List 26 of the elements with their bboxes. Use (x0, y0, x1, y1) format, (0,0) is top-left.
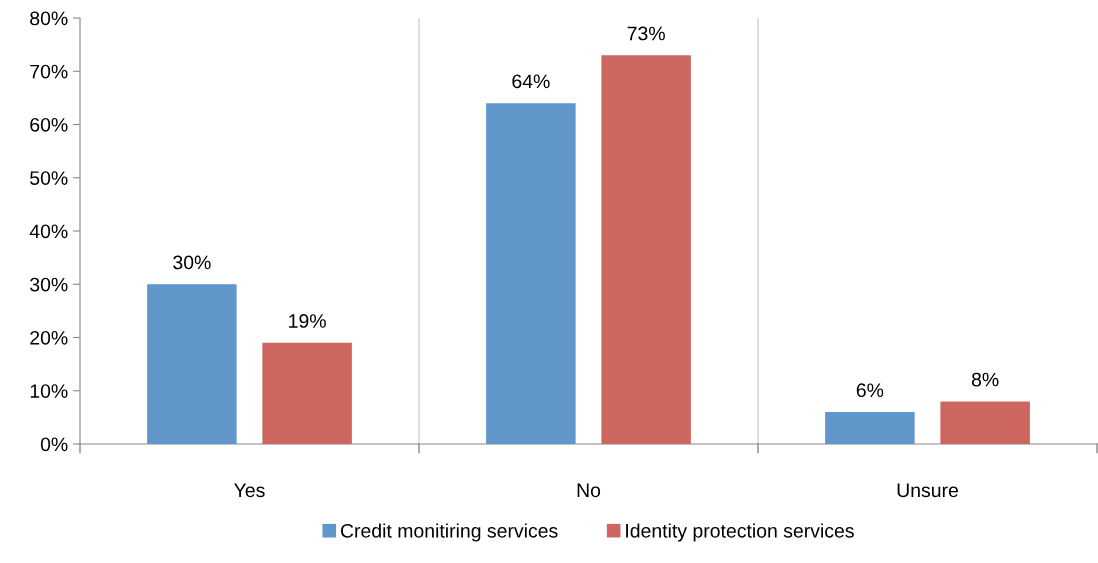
legend-label: Identity protection services (626, 523, 854, 542)
y-tick-label: 60% (30, 117, 68, 132)
y-tick-label: 80% (30, 11, 68, 26)
data-label: 8% (971, 372, 999, 387)
y-tick-label: 10% (30, 384, 68, 398)
y-tick-label: 30% (30, 277, 68, 292)
bar (486, 103, 576, 444)
x-tick-label: No (577, 483, 601, 498)
legend-label: Credit monitiring services (340, 523, 558, 542)
bar (147, 284, 237, 444)
x-tick-label: Unsure (897, 483, 958, 498)
x-tick-label: Yes (234, 483, 265, 498)
data-label: 6% (856, 383, 884, 398)
data-label: 19% (289, 314, 326, 328)
data-label: 73% (627, 26, 665, 41)
y-tick-label: 0% (40, 437, 68, 452)
y-tick-label: 40% (29, 224, 68, 239)
y-tick-label: 20% (30, 330, 68, 345)
data-label: 30% (173, 255, 211, 270)
data-label: 64% (512, 74, 550, 89)
bar (262, 342, 352, 444)
bar (601, 55, 691, 444)
y-tick-label: 70% (30, 64, 68, 79)
y-tick-label: 50% (30, 171, 68, 185)
bar (825, 412, 915, 444)
bar (940, 401, 1030, 444)
